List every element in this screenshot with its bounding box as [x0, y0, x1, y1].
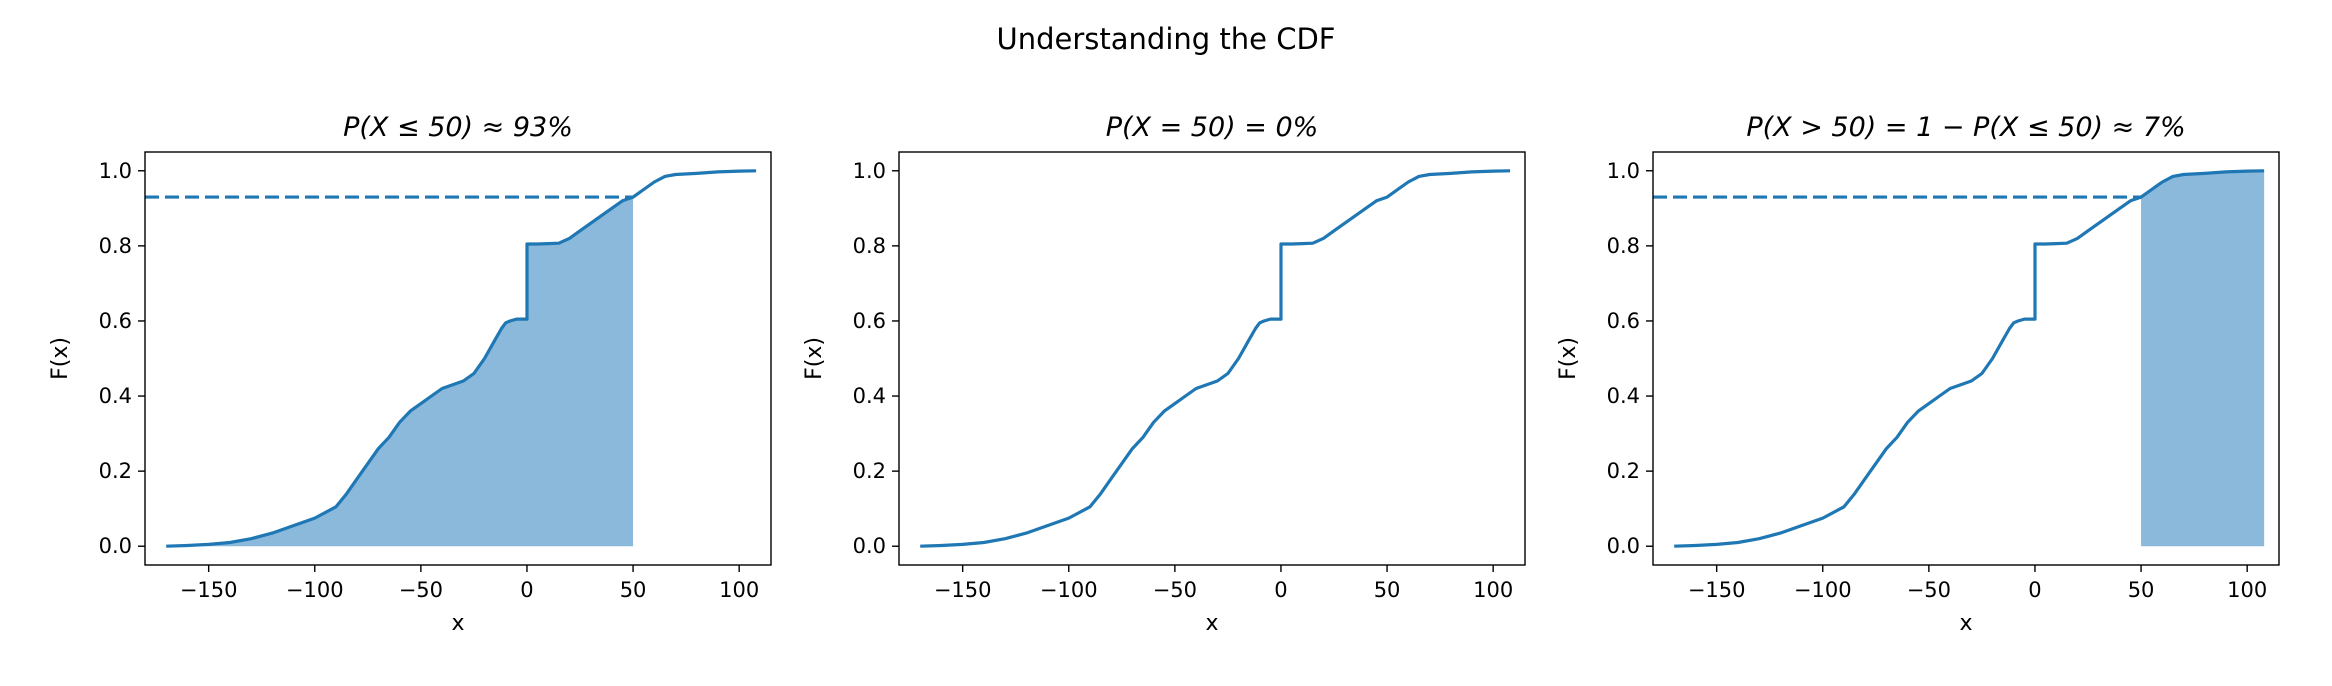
subplot-right: −150 −100 −50 0 50 100 0.0 0.2 0.4 0.6 0.8 1.0 x F(x)…: [1556, 112, 2280, 636]
x-tick-label: 0: [2028, 578, 2041, 602]
x-tick-label: −50: [1153, 578, 1197, 602]
y-axis-label: F(x): [802, 337, 827, 380]
axes-frame: [898, 151, 1526, 566]
y-tick-label: 0.4: [1607, 384, 1640, 408]
shaded-area: [2141, 170, 2265, 547]
x-tick-label: 0: [520, 578, 533, 602]
x-tick-label: 100: [1473, 578, 1513, 602]
subplot-middle: −150 −100 −50 0 50 100 0.0 0.2 0.4 0.6 0.8 1.0 x F(x)…: [802, 112, 1526, 636]
x-tick-label: −150: [1688, 578, 1746, 602]
x-axis-label: x: [1959, 611, 1972, 636]
subplot-title: P(X > 50) = 1 − P(X ≤ 50) ≈ 7%: [1746, 112, 2185, 143]
figure-suptitle: Understanding the CDF: [996, 22, 1336, 56]
x-tick-label: 100: [2227, 578, 2267, 602]
y-tick-label: 1.0: [99, 159, 132, 183]
cdf-line: [1674, 169, 2265, 548]
y-tick-label: 0.0: [99, 534, 132, 558]
y-tick-label: 1.0: [853, 159, 886, 183]
x-tick-label: −150: [934, 578, 992, 602]
x-axis-label: x: [451, 611, 464, 636]
axes-frame: [1652, 151, 2280, 566]
y-tick-label: 0.6: [99, 309, 132, 333]
subplot-left: −150 −100 −50 0 50 100 0.0 0.2 0.4 0.6 0.8 1.0 x F(x)…: [48, 112, 772, 636]
axes-frame: [144, 151, 772, 566]
y-tick-label: 0.8: [853, 234, 886, 258]
x-tick-label: −50: [1907, 578, 1951, 602]
x-tick-label: −100: [1794, 578, 1852, 602]
x-axis-label: x: [1205, 611, 1218, 636]
y-axis-label: F(x): [1556, 337, 1581, 380]
cdf-line: [920, 169, 1511, 548]
y-tick-label: 0.0: [853, 534, 886, 558]
subplot-title: P(X ≤ 50) ≈ 93%: [343, 112, 573, 143]
x-tick-label: 0: [1274, 578, 1287, 602]
y-axis-label: F(x): [48, 337, 73, 380]
shaded-area: [166, 197, 634, 547]
y-tick-label: 0.4: [853, 384, 886, 408]
x-tick-label: 50: [620, 578, 647, 602]
y-tick-label: 0.8: [1607, 234, 1640, 258]
x-tick-label: −100: [286, 578, 344, 602]
subplot-title: P(X = 50) = 0%: [1106, 112, 1319, 143]
y-tick-label: 0.0: [1607, 534, 1640, 558]
x-tick-label: 50: [1374, 578, 1401, 602]
x-tick-label: −50: [399, 578, 443, 602]
y-tick-label: 0.2: [853, 459, 886, 483]
y-tick-label: 0.2: [1607, 459, 1640, 483]
y-tick-label: 0.6: [1607, 309, 1640, 333]
x-tick-label: 50: [2128, 578, 2155, 602]
y-tick-label: 1.0: [1607, 159, 1640, 183]
y-tick-label: 0.8: [99, 234, 132, 258]
y-tick-label: 0.2: [99, 459, 132, 483]
y-tick-label: 0.4: [99, 384, 132, 408]
cdf-line: [166, 169, 757, 548]
x-tick-label: −100: [1040, 578, 1098, 602]
y-tick-label: 0.6: [853, 309, 886, 333]
x-tick-label: 100: [719, 578, 759, 602]
x-tick-label: −150: [180, 578, 238, 602]
